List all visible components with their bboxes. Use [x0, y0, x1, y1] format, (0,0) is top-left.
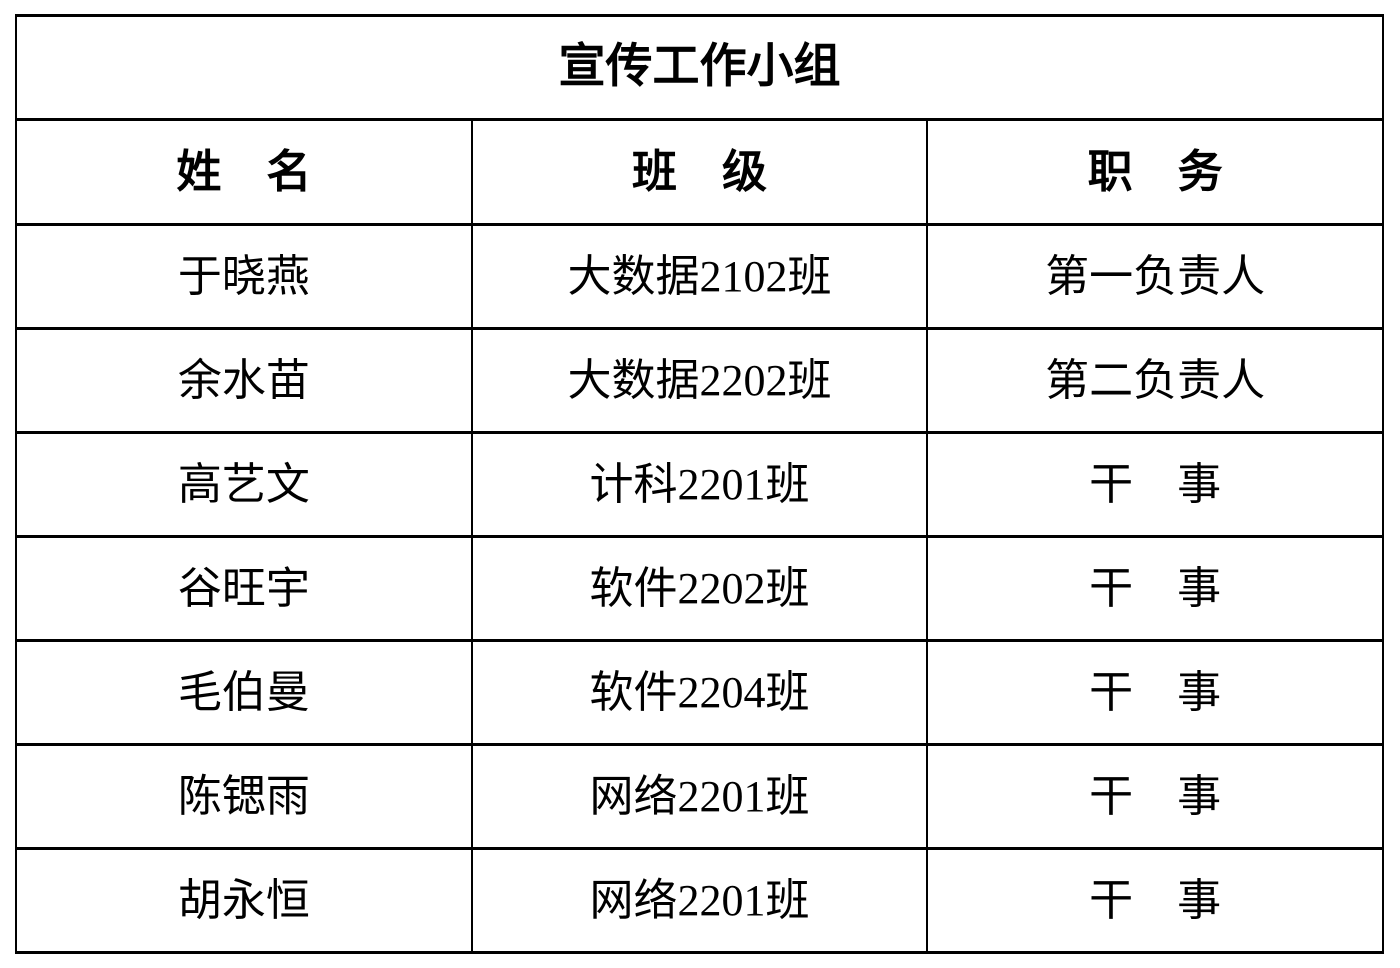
cell-class: 软件2202班: [470, 535, 929, 642]
cell-class: 大数据2102班: [470, 223, 929, 330]
publicity-group-table: 宣传工作小组 姓 名 班 级 职 务 于晓燕 大数据2102班 第一负责人 余水…: [15, 14, 1384, 954]
cell-name: 陈锶雨: [15, 743, 473, 850]
table-row: 毛伯曼 软件2204班 干 事: [15, 639, 1384, 746]
table-row: 余水苗 大数据2202班 第二负责人: [15, 327, 1384, 434]
cell-name: 于晓燕: [15, 223, 473, 330]
cell-class: 网络2201班: [470, 743, 929, 850]
cell-name: 毛伯曼: [15, 639, 473, 746]
cell-name: 谷旺宇: [15, 535, 473, 642]
cell-class: 网络2201班: [470, 847, 929, 954]
cell-position: 干 事: [926, 639, 1384, 746]
cell-position: 干 事: [926, 847, 1384, 954]
cell-name: 高艺文: [15, 431, 473, 538]
column-header-class: 班 级: [470, 118, 929, 226]
table-title-row: 宣传工作小组: [15, 14, 1384, 121]
table-row: 陈锶雨 网络2201班 干 事: [15, 743, 1384, 850]
cell-position: 干 事: [926, 535, 1384, 642]
cell-position: 第二负责人: [926, 327, 1384, 434]
table-row: 高艺文 计科2201班 干 事: [15, 431, 1384, 538]
cell-name: 余水苗: [15, 327, 473, 434]
table-header-row: 姓 名 班 级 职 务: [15, 118, 1384, 226]
cell-name: 胡永恒: [15, 847, 473, 954]
cell-position: 第一负责人: [926, 223, 1384, 330]
table-row: 谷旺宇 软件2202班 干 事: [15, 535, 1384, 642]
cell-position: 干 事: [926, 743, 1384, 850]
cell-class: 软件2204班: [470, 639, 929, 746]
table-title: 宣传工作小组: [15, 14, 1384, 121]
cell-class: 大数据2202班: [470, 327, 929, 434]
cell-position: 干 事: [926, 431, 1384, 538]
column-header-name: 姓 名: [15, 118, 473, 226]
table-row: 胡永恒 网络2201班 干 事: [15, 847, 1384, 954]
column-header-position: 职 务: [926, 118, 1384, 226]
table-row: 于晓燕 大数据2102班 第一负责人: [15, 223, 1384, 330]
cell-class: 计科2201班: [470, 431, 929, 538]
